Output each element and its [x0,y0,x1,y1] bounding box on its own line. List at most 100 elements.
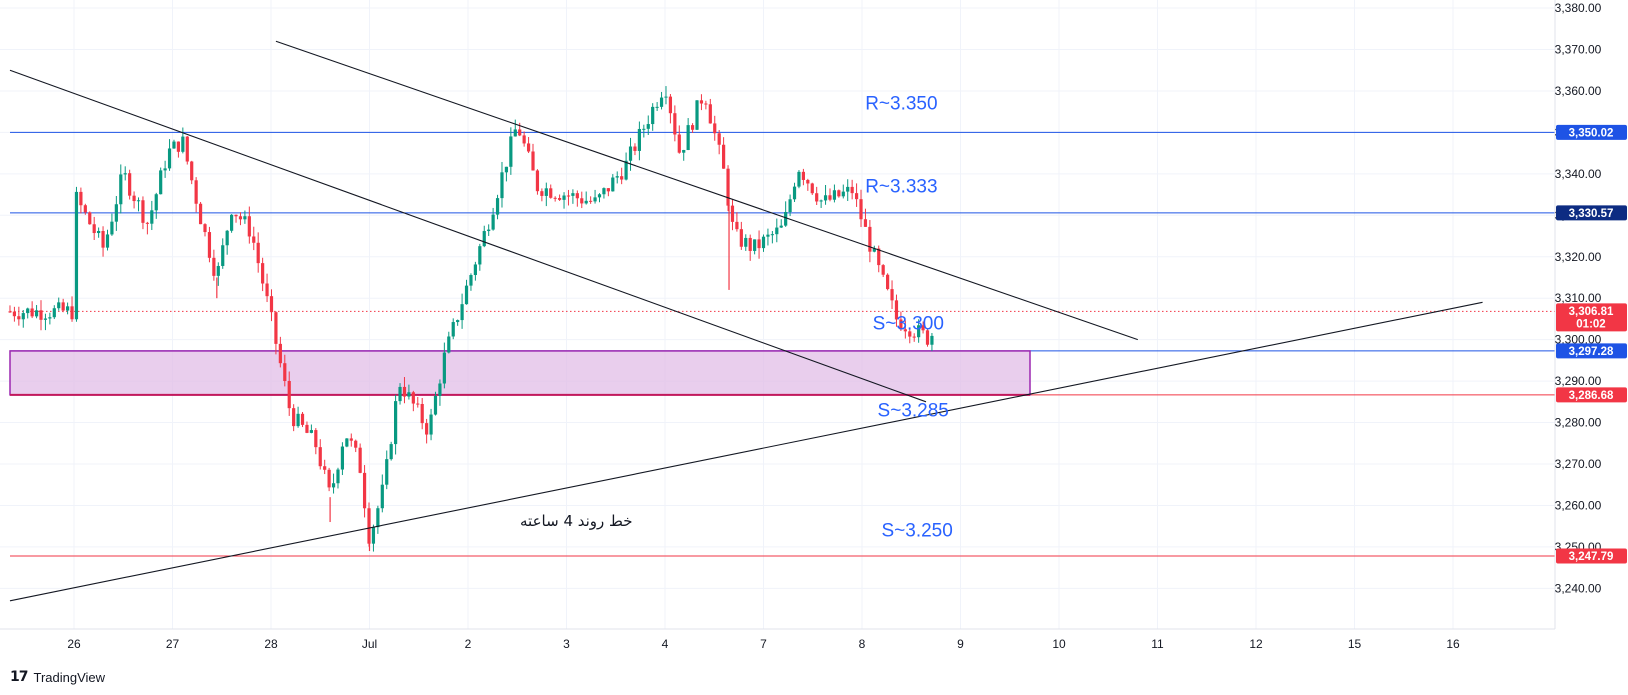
candle-body [646,124,650,129]
candle-body [770,234,774,236]
candle-body [801,171,805,180]
candle-body [354,440,358,448]
candle-body [362,472,367,509]
candle-body [877,248,881,266]
candle-body [779,225,783,228]
grid [0,0,1555,629]
y-tick-label: 3,310.00 [1555,291,1602,305]
candle-body [252,236,256,243]
candle-body [172,141,176,149]
candle-body [385,459,389,485]
candle-body [83,205,87,213]
candle-body [296,413,300,427]
candle-body [487,229,491,232]
candle-body [154,194,158,211]
candle-body [88,212,92,225]
candle-body [513,129,517,137]
candle-body [735,221,739,230]
price-tag-bg [1556,124,1627,140]
candle-body [748,237,752,251]
candle-body [713,123,717,134]
candle-body [775,227,779,235]
support-zone[interactable] [9,350,1031,396]
candle-body [602,188,606,195]
candle-body [464,285,469,305]
candle-body [921,325,925,331]
candle-body [181,136,185,152]
price-tag-label: 3,306.81 [1569,306,1614,318]
candle-body [637,128,641,151]
candle-body [61,302,65,311]
price-tag-bg [1556,548,1627,564]
candle-body [593,197,597,202]
price-tag-label: 3,330.57 [1569,208,1614,220]
candle-body [699,100,704,104]
trendline[interactable] [9,301,1483,602]
price-tag: 3,297.28 [1556,343,1627,359]
candle-body [549,188,553,198]
x-tick-label: 2 [465,637,472,651]
candle-body [739,229,743,247]
candle-body [890,289,894,301]
candle-body [819,200,823,202]
y-axis: 3,380.003,370.003,360.003,350.003,340.00… [1555,1,1602,595]
candle-body [628,146,633,161]
candle-body [491,214,495,230]
candle-body [318,447,322,467]
candle-body [438,383,442,396]
candle-body [810,183,814,194]
candle-body [908,331,912,337]
trendline[interactable] [275,40,1138,341]
candle-body [562,195,566,200]
candle-body [167,148,172,169]
price-tag: 3,330.57 [1556,205,1627,221]
y-tick-label: 3,340.00 [1555,167,1602,181]
candle-body [101,230,105,248]
trendlines[interactable] [9,40,1483,602]
candle-body [43,318,48,320]
price-tag-bg [1556,303,1627,332]
candle-body [114,204,118,222]
candle-body [478,246,482,265]
price-tag: 3,247.79 [1556,548,1627,564]
candle-body [837,190,841,197]
candle-body [460,304,464,321]
candle-body [136,200,141,202]
candle-body [225,230,229,246]
candle-body [345,438,349,447]
x-axis: 26 27 28 Jul 2 3 4 7 8 9 10 11 12 15 16 [67,637,1460,651]
candle-body [722,144,726,169]
x-tick-label: 10 [1052,637,1066,651]
candle-body [504,166,509,173]
candle-body [828,195,832,200]
trendline[interactable] [9,69,927,403]
trendline-note: خط روند 4 ساعته [520,512,633,530]
candles [8,86,934,552]
price-tag-label: 3,350.02 [1569,127,1614,139]
tradingview-branding[interactable]: 17 TradingView [10,669,105,685]
price-tag-label: 3,286.68 [1569,390,1614,402]
candle-body [433,395,438,415]
candle-body [584,200,588,204]
level-annotation: R~3.333 [865,177,937,198]
candle-body [611,177,615,192]
candle-body [535,170,540,192]
tradingview-logo-icon: 17 [10,669,29,685]
candle-body [597,194,602,198]
price-tag-bg [1556,343,1627,359]
candle-body [575,193,579,199]
candle-body [744,237,748,247]
candle-body [398,386,402,402]
price-tag: 3,286.68 [1556,387,1627,403]
level-annotation: S~3.285 [878,400,949,421]
candle-body [269,296,274,313]
candle-body [238,216,243,220]
candle-body [300,413,305,425]
x-tick-label: 11 [1151,637,1164,651]
candle-body [580,198,584,204]
zone-rect[interactable] [9,350,1031,396]
candle-body [380,484,384,509]
candle-body [544,188,548,196]
